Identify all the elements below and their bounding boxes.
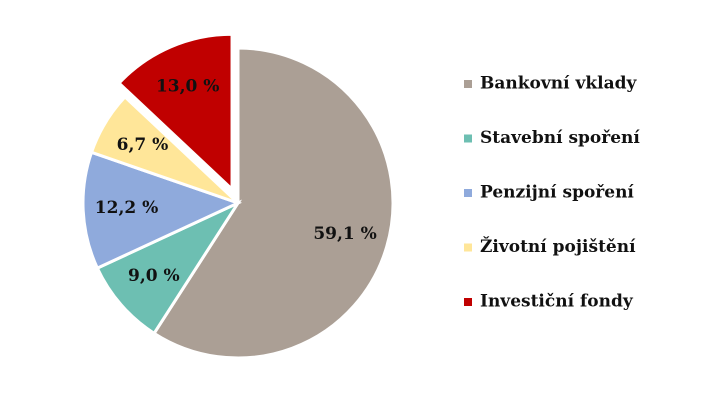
- data-label: 6,7 %: [117, 135, 169, 155]
- legend-marker: [464, 298, 472, 306]
- data-label: 9,0 %: [128, 266, 180, 286]
- pie-slice: [89, 94, 240, 205]
- legend-label: Životní pojištění: [480, 236, 636, 257]
- legend-label: Bankovní vklady: [480, 74, 637, 94]
- data-label: 13,0 %: [156, 76, 219, 96]
- legend-marker: [464, 243, 472, 252]
- pie-slice: [152, 46, 395, 360]
- pie-slice: [116, 32, 234, 193]
- legend-label: Penzijní spoření: [480, 183, 634, 203]
- legend-marker: [464, 189, 472, 197]
- legend-label: Stavební spoření: [480, 128, 640, 148]
- legend-marker: [464, 80, 472, 88]
- data-label: 12,2 %: [95, 198, 158, 218]
- legend-marker: [464, 134, 472, 143]
- data-label: 59,1 %: [313, 224, 376, 244]
- pie-slice: [81, 150, 243, 271]
- legend-label: Investiční fondy: [480, 292, 634, 312]
- pie-slice: [95, 199, 243, 336]
